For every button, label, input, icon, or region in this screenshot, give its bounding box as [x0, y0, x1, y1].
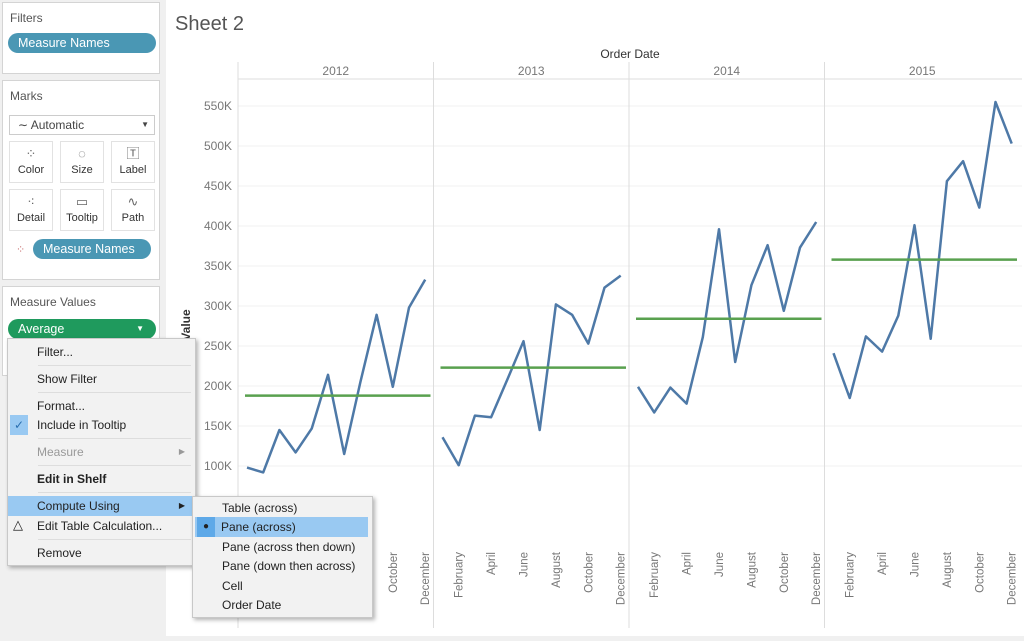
marks-button-label: Detail	[16, 212, 46, 224]
menu-item-compute-using[interactable]: Compute Using ▶	[8, 496, 195, 516]
x-tick-label: December	[616, 552, 628, 605]
marks-button-label: Label	[119, 164, 147, 176]
chevron-down-icon: ▼	[141, 120, 149, 129]
y-tick-label: 400K	[204, 219, 232, 233]
check-icon: ✓	[10, 415, 28, 435]
x-tick-label: December	[811, 552, 823, 605]
submenu-item-cell[interactable]: Cell	[222, 579, 243, 593]
mark-type-dropdown[interactable]: ∼ Automatic ▼	[9, 115, 155, 135]
x-tick-label: February	[454, 552, 466, 598]
year-header-2013: 2013	[518, 64, 545, 78]
submenu-item-pane-across-then-down[interactable]: Pane (across then down)	[222, 540, 356, 554]
y-axis-label: Value	[179, 309, 193, 341]
color-legend-icon: ⁘	[16, 244, 26, 256]
tooltip-icon: ▭	[75, 194, 89, 209]
y-tick-label: 150K	[204, 419, 232, 433]
marks-button-label: Size	[71, 164, 93, 176]
chevron-down-icon: ▼	[136, 324, 144, 333]
x-tick-label: February	[845, 552, 857, 598]
y-tick-label: 250K	[204, 339, 232, 353]
y-tick-label: 350K	[204, 259, 232, 273]
line-series-2014[interactable]	[636, 221, 818, 414]
chevron-right-icon: ▶	[178, 501, 185, 510]
menu-item-include-in-tooltip[interactable]: Include in Tooltip	[37, 418, 127, 432]
x-tick-label: October	[388, 552, 400, 593]
year-header-2012: 2012	[322, 64, 349, 78]
x-tick-label: June	[519, 552, 531, 577]
filters-card: Filters Measure Names	[2, 2, 160, 74]
average-pill[interactable]: Average ▼	[8, 319, 156, 339]
x-tick-label: June	[910, 552, 922, 577]
line-chart: Order Date Value 100K 150K 200K 250K 300K 350K 4…	[179, 47, 1022, 628]
marks-button-label: Tooltip	[66, 212, 98, 224]
menu-item-format[interactable]: Format...	[37, 399, 86, 413]
year-header-2015: 2015	[909, 64, 936, 78]
x-tick-label: June	[714, 552, 726, 577]
marks-detail-button[interactable]: ⁖ Detail	[9, 189, 53, 231]
y-tick-label: 200K	[204, 379, 232, 393]
marks-label-button[interactable]: 🅃 Label	[111, 141, 155, 183]
sheet-title: Sheet 2	[175, 13, 244, 35]
column-header-title: Order Date	[600, 47, 660, 61]
filters-title: Filters	[10, 11, 43, 25]
x-tick-label: October	[583, 552, 595, 593]
size-icon: ◌	[78, 146, 86, 161]
y-tick-label: 300K	[204, 299, 232, 313]
menu-item-edit-table-calculation[interactable]: Edit Table Calculation...	[37, 519, 163, 533]
submenu-item-pane-down-then-across[interactable]: Pane (down then across)	[222, 559, 356, 573]
color-icon: ⁘	[25, 146, 37, 161]
average-pill-label: Average	[18, 322, 65, 336]
marks-button-label: Path	[121, 212, 145, 224]
menu-item-show-filter[interactable]: Show Filter	[37, 372, 98, 386]
menu-item-edit-in-shelf[interactable]: Edit in Shelf	[37, 472, 107, 486]
x-tick-label: December	[420, 552, 432, 605]
x-tick-label: December	[1007, 552, 1019, 605]
marks-color-button[interactable]: ⁘ Color	[9, 141, 53, 183]
compute-using-submenu: Table (across) Pane (across) ● Pane (acr…	[192, 496, 373, 618]
context-menu: Filter... Show Filter Format... ✓ Includ…	[7, 338, 196, 566]
x-tick-label: August	[551, 551, 563, 588]
submenu-item-table-across[interactable]: Table (across)	[222, 501, 298, 515]
submenu-item-pane-across[interactable]: Pane (across)	[195, 517, 368, 537]
marks-card: Marks ∼ Automatic ▼ ⁘ Color ◌ Size 🅃 Label ⁖ Det…	[2, 80, 160, 280]
menu-item-measure: Measure ▶	[8, 442, 195, 462]
marks-title: Marks	[10, 89, 43, 103]
year-header-2014: 2014	[713, 64, 740, 78]
y-tick-label: 500K	[204, 139, 232, 153]
mark-type-value: Automatic	[30, 118, 85, 132]
radio-selected-icon: ●	[197, 517, 215, 537]
x-tick-label: April	[486, 552, 498, 575]
menu-item-remove[interactable]: Remove	[37, 546, 82, 560]
detail-icon: ⁖	[27, 194, 35, 209]
submenu-item-order-date[interactable]: Order Date	[222, 598, 282, 612]
line-series-2013[interactable]	[441, 274, 622, 467]
measure-values-title: Measure Values	[10, 295, 96, 309]
menu-item-filter[interactable]: Filter...	[37, 345, 74, 359]
x-tick-label: August	[942, 551, 954, 588]
x-tick-label: August	[746, 551, 758, 588]
x-tick-label: April	[877, 552, 889, 575]
label-icon: 🅃	[126, 146, 140, 161]
marks-tooltip-button[interactable]: ▭ Tooltip	[60, 189, 104, 231]
line-mark-icon: ∼	[18, 118, 31, 132]
x-tick-label: October	[779, 552, 791, 593]
x-tick-label: April	[682, 552, 694, 575]
marks-size-button[interactable]: ◌ Size	[60, 141, 104, 183]
x-tick-label: October	[974, 552, 986, 593]
filter-pill-measure-names[interactable]: Measure Names	[8, 33, 156, 53]
x-tick-label: February	[649, 552, 661, 598]
line-series-2012[interactable]	[246, 278, 427, 474]
y-tick-label: 100K	[204, 459, 232, 473]
y-tick-label: 450K	[204, 179, 232, 193]
y-tick-label: 550K	[204, 99, 232, 113]
line-series-2015[interactable]	[832, 100, 1013, 400]
chevron-right-icon: ▶	[178, 447, 185, 456]
marks-button-label: Color	[17, 164, 45, 176]
color-pill-measure-names[interactable]: Measure Names	[33, 239, 151, 259]
marks-path-button[interactable]: ∿ Path	[111, 189, 155, 231]
path-icon: ∿	[127, 194, 139, 209]
delta-icon: △	[13, 517, 23, 532]
